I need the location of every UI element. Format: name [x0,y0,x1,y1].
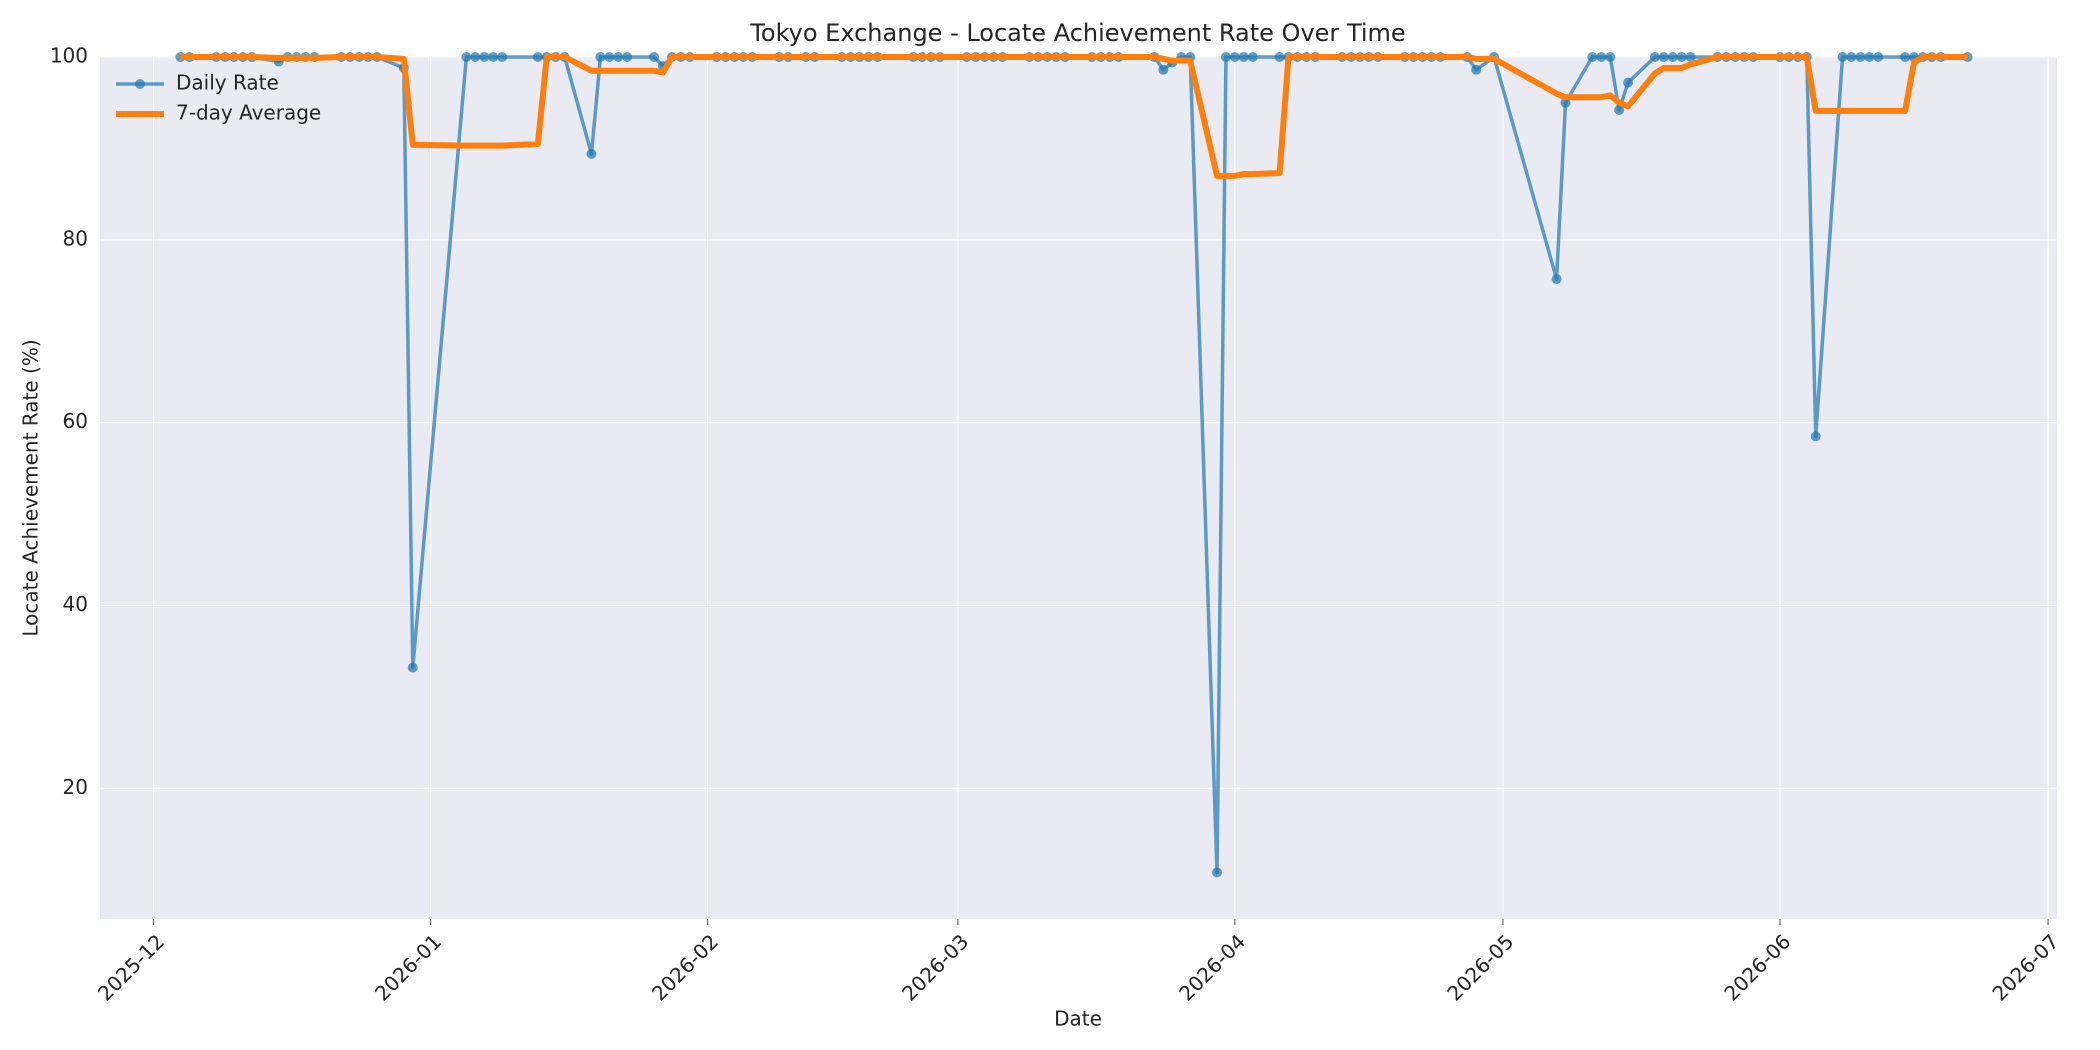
y-tick-label: 60 [63,409,88,433]
data-point [461,52,472,62]
x-tick-label: 2026-05 [1442,929,1518,1005]
chart-title: Tokyo Exchange - Locate Achievement Rate… [749,19,1405,47]
y-tick-label: 20 [63,775,88,799]
y-axis-label: Locate Achievement Rate (%) [19,339,43,636]
x-tick-label: 2025-12 [93,929,169,1005]
data-point [470,52,481,62]
legend-marker [135,79,145,89]
data-point [586,148,597,159]
data-point [1685,52,1696,62]
x-tick-label: 2026-03 [897,929,973,1005]
data-point [1614,105,1625,116]
data-point [1810,431,1821,442]
data-point [1649,52,1660,62]
data-point [1846,52,1857,62]
legend-label: 7-day Average [176,101,321,125]
data-point [622,52,633,62]
data-point [479,52,490,62]
data-point [595,52,606,62]
data-point [1873,52,1884,62]
x-tick-label: 2026-07 [1987,929,2063,1005]
data-point [1551,274,1562,285]
data-point [1605,52,1616,62]
y-tick-label: 80 [63,226,88,250]
data-point [488,52,499,62]
data-point [1596,52,1607,62]
data-point [497,52,508,62]
data-point [1855,52,1866,62]
data-point [1212,867,1223,878]
x-tick-label: 2026-04 [1174,929,1250,1005]
y-tick-label: 100 [50,44,88,68]
legend-label: Daily Rate [176,71,279,95]
data-point [1658,52,1669,62]
data-point [532,52,543,62]
data-point [1220,52,1231,62]
data-point [1623,77,1634,88]
data-point [613,52,624,62]
series-line [180,54,1968,179]
data-point [1274,52,1285,62]
x-tick-label: 2026-01 [370,929,446,1005]
data-point [1837,52,1848,62]
data-point [1900,52,1911,62]
plot-area [100,57,2057,919]
data-point [1158,64,1169,75]
data-point [407,662,418,673]
data-point [1587,52,1598,62]
y-tick-label: 40 [63,592,88,616]
x-tick-label: 2026-02 [647,929,723,1005]
x-axis-label: Date [1054,1007,1102,1031]
data-point [1864,52,1875,62]
x-tick-label: 2026-06 [1719,929,1795,1005]
data-point [649,52,660,62]
data-point [1667,52,1678,62]
data-point [1676,52,1687,62]
data-point [1247,52,1258,62]
data-point [1471,64,1482,75]
data-point [604,52,615,62]
data-point [1229,52,1240,62]
data-point [1238,52,1249,62]
